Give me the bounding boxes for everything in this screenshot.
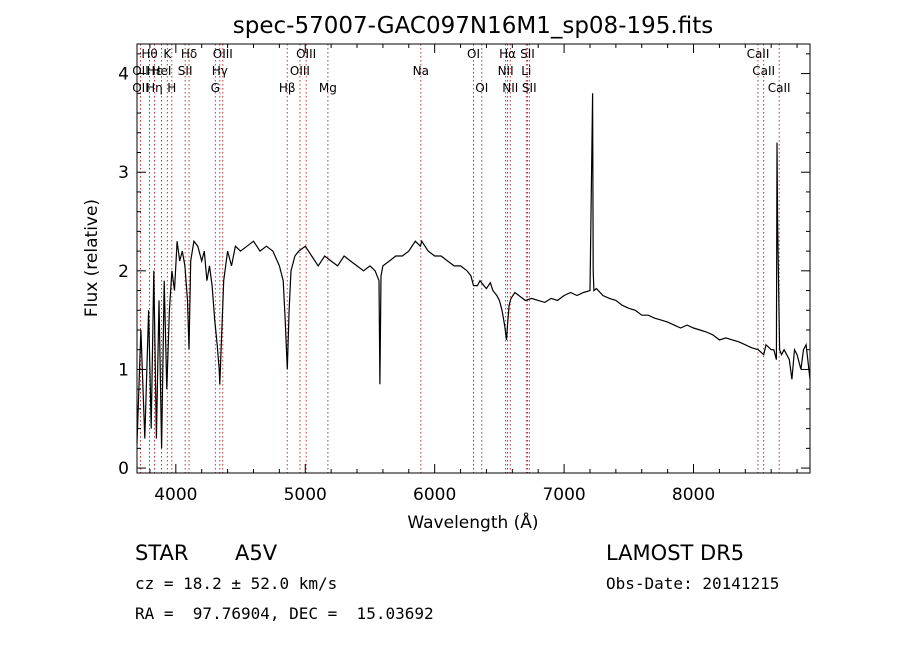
- line-marker-label-22: NII: [498, 64, 514, 78]
- line-marker-label-19: OI: [475, 81, 488, 95]
- y-tick-label-2: 2: [118, 262, 129, 282]
- coords-text: RA = 97.76904, DEC = 15.03692: [135, 604, 434, 623]
- line-marker-label-7: H: [167, 81, 176, 95]
- line-marker-label-17: Na: [413, 64, 429, 78]
- line-marker-label-16: Mg: [319, 81, 337, 95]
- line-marker-label-9: SII: [178, 64, 193, 78]
- line-marker-label-20: Hα: [499, 47, 516, 61]
- line-marker-label-24: NII: [502, 81, 518, 95]
- line-marker-label-25: SII: [522, 81, 537, 95]
- line-marker-label-8: Hδ: [181, 47, 197, 61]
- spectrum-line-0: [136, 93, 811, 449]
- redshift-text: cz = 18.2 ± 52.0 km/s: [135, 574, 338, 593]
- y-tick-label-4: 4: [118, 65, 129, 85]
- line-marker-label-5: K: [163, 47, 172, 61]
- line-marker-label-26: CaII: [747, 47, 770, 61]
- line-marker-label-13: OIII: [296, 47, 316, 61]
- x-tick-label-8000: 8000: [672, 485, 715, 505]
- survey-name: LAMOST DR5: [606, 541, 745, 565]
- line-marker-label-10: OIII: [213, 47, 233, 61]
- line-marker-label-18: OI: [467, 47, 480, 61]
- line-marker-label-23: Li: [521, 64, 531, 78]
- x-axis: 4000 5000 6000 7000 8000: [149, 44, 798, 505]
- emission-line-markers: [140, 44, 780, 473]
- line-marker-label-12: G: [211, 81, 220, 95]
- line-marker-label-1: OII: [132, 64, 149, 78]
- line-marker-label-4: Hη: [146, 81, 163, 95]
- line-marker-label-21: SII: [520, 47, 535, 61]
- object-subclass: A5V: [235, 541, 278, 565]
- x-axis-title: Wavelength (Å): [407, 511, 538, 533]
- line-marker-label-2: OII: [132, 81, 149, 95]
- chart-title: spec-57007-GAC097N16M1_sp08-195.fits: [233, 13, 713, 39]
- line-marker-label-28: CaII: [768, 81, 791, 95]
- line-marker-label-3: Hε: [147, 64, 163, 78]
- x-tick-label-5000: 5000: [284, 485, 327, 505]
- obs-date-text: Obs-Date: 20141215: [606, 574, 780, 593]
- line-marker-label-14: OIII: [290, 64, 310, 78]
- spectrum-series: [136, 93, 811, 449]
- y-tick-label-1: 1: [118, 360, 129, 380]
- object-class: STAR: [135, 541, 189, 565]
- line-marker-label-0: Hθ: [141, 47, 157, 61]
- plot-frame: [136, 43, 811, 474]
- x-tick-label-4000: 4000: [154, 485, 197, 505]
- line-marker-label-15: Hβ: [279, 81, 296, 95]
- x-tick-label-7000: 7000: [542, 485, 585, 505]
- line-marker-label-27: CaII: [752, 64, 775, 78]
- x-tick-label-6000: 6000: [413, 485, 456, 505]
- line-marker-label-11: Hγ: [212, 64, 228, 78]
- y-axis: 0 1 2 3 4: [118, 53, 810, 479]
- spectrum-chart: spec-57007-GAC097N16M1_sp08-195.fits Hθ O…: [82, 13, 811, 533]
- y-tick-label-3: 3: [118, 163, 129, 183]
- y-tick-label-0: 0: [118, 459, 129, 479]
- line-marker-label-6: HeI: [151, 64, 171, 78]
- y-axis-title: Flux (relative): [82, 199, 102, 317]
